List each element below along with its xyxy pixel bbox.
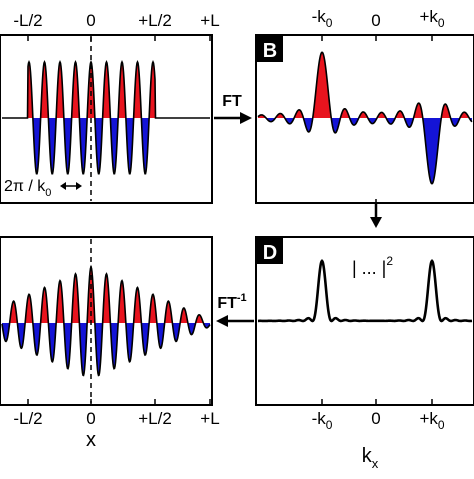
panel-a-wave-outline xyxy=(2,59,210,175)
tick-label-zero-k-bottom: 0 xyxy=(371,409,380,428)
panel-b-frame xyxy=(255,34,474,204)
period-double-arrow xyxy=(60,182,82,190)
panel-c-wave-outline xyxy=(1,264,211,377)
tick-label-zero: 0 xyxy=(86,11,95,30)
panel-c-frame xyxy=(0,236,213,406)
tick-label-plus-half-l-bottom: +L/2 xyxy=(138,409,172,428)
tick-label-minus-k0: -k0 xyxy=(312,7,333,30)
panel-b-spectrum-outline xyxy=(257,51,473,185)
panel-b-spectrum-positive-fill xyxy=(258,52,472,118)
panel-c-wave-negative-fill xyxy=(2,323,210,376)
panel-d-frame xyxy=(255,236,474,406)
panel-b-badge: B xyxy=(263,40,277,62)
tick-label-plus-half-l: +L/2 xyxy=(138,11,172,30)
tick-label-zero-bottom: 0 xyxy=(86,409,95,428)
modulus-annotation: | ... |2 xyxy=(352,254,393,278)
panel-c-wave-positive-fill xyxy=(2,267,210,323)
down-arrow xyxy=(370,203,382,228)
tick-label-minus-k0-bottom: -k0 xyxy=(312,409,333,432)
ft-label: FT xyxy=(222,93,242,110)
panel-d-badge: D xyxy=(263,242,277,264)
kx-axis-label: kx xyxy=(362,445,379,471)
ift-arrow xyxy=(216,315,254,327)
x-axis-label: x xyxy=(86,429,96,451)
tick-label-minus-half-l-bottom: -L/2 xyxy=(13,409,42,428)
tick-label-zero-k: 0 xyxy=(371,11,380,30)
panel-d-badge-bg xyxy=(257,238,283,264)
tick-label-plus-k0: +k0 xyxy=(419,7,444,30)
tick-label-plus-k0-bottom: +k0 xyxy=(419,409,444,432)
ft-arrow xyxy=(214,112,252,124)
period-annotation: 2π / k0 xyxy=(4,178,51,199)
panel-a-frame xyxy=(0,34,213,204)
tick-label-plus-l: +L xyxy=(200,11,219,30)
panel-a-wave-positive-fill xyxy=(2,62,210,118)
panel-b-badge-bg xyxy=(257,36,283,62)
ift-label: FT-1 xyxy=(217,292,246,312)
panel-b-spectrum-negative-fill xyxy=(258,118,472,184)
tick-label-minus-half-l: -L/2 xyxy=(13,11,42,30)
panel-d-power-spectrum xyxy=(257,259,473,323)
tick-label-plus-l-bottom: +L xyxy=(200,409,219,428)
